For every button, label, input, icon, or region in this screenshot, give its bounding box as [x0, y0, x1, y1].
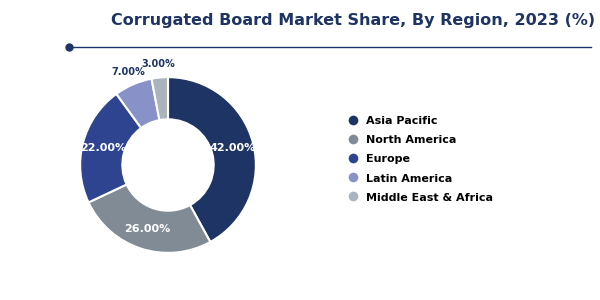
Wedge shape [89, 184, 211, 253]
Text: 22.00%: 22.00% [80, 143, 127, 153]
Text: Corrugated Board Market Share, By Region, 2023 (%): Corrugated Board Market Share, By Region… [111, 14, 595, 28]
Text: 26.00%: 26.00% [124, 224, 170, 233]
Text: PRECEDENCE: PRECEDENCE [12, 26, 58, 31]
Bar [8, 15, 62, 38]
Text: 42.00%: 42.00% [209, 143, 256, 153]
Legend: Asia Pacific, North America, Europe, Latin America, Middle East & Africa: Asia Pacific, North America, Europe, Lat… [344, 111, 497, 207]
Text: 3.00%: 3.00% [142, 59, 175, 69]
Wedge shape [168, 77, 256, 242]
Text: RESEARCH: RESEARCH [16, 48, 53, 53]
Text: 7.00%: 7.00% [111, 67, 145, 77]
Bar [8, 39, 62, 62]
Wedge shape [116, 79, 160, 128]
Wedge shape [80, 94, 141, 202]
Wedge shape [152, 77, 168, 120]
